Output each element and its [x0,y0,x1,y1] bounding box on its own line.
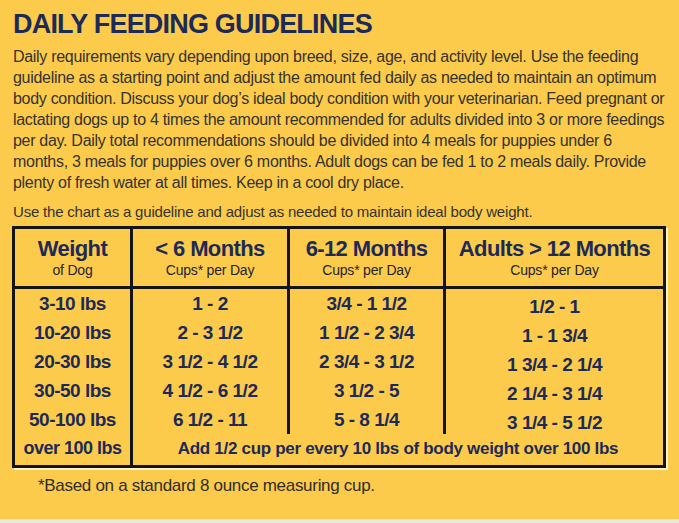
value-cell: 2 - 3 1/2 [133,318,290,347]
column-title: 6-12 Months [292,236,441,261]
table-body: 3-10 lbs 1 - 2 3/4 - 1 1/2 1/2 - 1 10-20… [15,289,663,434]
value-cell: 3 1/2 - 4 1/2 [133,347,290,376]
column-title: < 6 Months [135,236,285,261]
over-100-lbs-row: over 100 lbs Add 1/2 cup per every 10 lb… [15,434,663,465]
column-header-under-6-months: < 6 Months Cups* per Day [133,229,290,286]
feeding-table: Weight of Dog < 6 Months Cups* per Day 6… [12,226,666,468]
weight-cell: 50-100 lbs [15,405,133,434]
column-title: Weight [17,236,128,261]
column-header-6-12-months: 6-12 Months Cups* per Day [290,229,446,286]
column-subtitle: Cups* per Day [292,262,441,278]
value-cell: 1/2 - 1 [446,292,663,321]
value-cell: 3 1/2 - 5 [290,376,446,405]
intro-paragraph: Daily requirements vary depending upon b… [13,46,669,193]
weight-cell: 10-20 lbs [15,318,133,347]
column-header-weight: Weight of Dog [15,229,133,286]
weight-cell: over 100 lbs [15,434,133,465]
feeding-guidelines-panel: DAILY FEEDING GUIDELINES Daily requireme… [0,0,679,523]
chart-usage-note: Use the chart as a guideline and adjust … [13,203,679,220]
table-header-row: Weight of Dog < 6 Months Cups* per Day 6… [15,229,663,289]
value-cell: 3 1/4 - 5 1/2 [446,408,663,437]
page-title: DAILY FEEDING GUIDELINES [0,0,679,43]
column-header-adults: Adults > 12 Months Cups* per Day [446,229,663,286]
value-cell: 1 - 2 [133,289,290,318]
value-cell: 5 - 8 1/4 [290,405,446,434]
value-cell: 1 1/2 - 2 3/4 [290,318,446,347]
column-subtitle: of Dog [17,262,128,278]
bottom-edge-strip [0,519,679,523]
value-cell: 4 1/2 - 6 1/2 [133,376,290,405]
value-cell: 6 1/2 - 11 [133,405,290,434]
weight-cell: 30-50 lbs [15,376,133,405]
measuring-cup-footnote: *Based on a standard 8 ounce measuring c… [38,476,679,496]
value-cell: 3/4 - 1 1/2 [290,289,446,318]
weight-cell: 20-30 lbs [15,347,133,376]
value-cell: 1 3/4 - 2 1/4 [446,350,663,379]
value-cell: 1 - 1 3/4 [446,321,663,350]
value-cell: 2 3/4 - 3 1/2 [290,347,446,376]
weight-cell: 3-10 lbs [15,289,133,318]
column-subtitle: Cups* per Day [135,262,285,278]
value-cell: 2 1/4 - 3 1/4 [446,379,663,408]
column-subtitle: Cups* per Day [448,262,661,278]
column-title: Adults > 12 Months [448,236,661,261]
over-100-note-cell: Add 1/2 cup per every 10 lbs of body wei… [133,434,663,465]
